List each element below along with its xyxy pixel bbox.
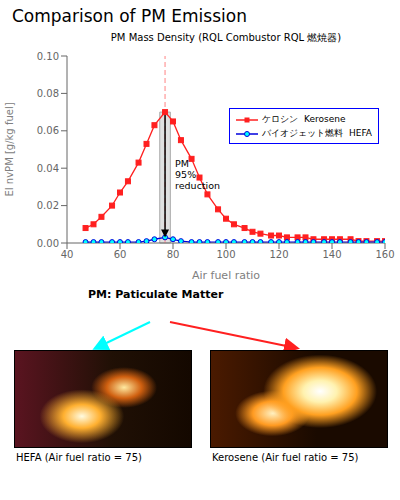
svg-text:60: 60 [114,249,127,260]
svg-text:40: 40 [61,249,74,260]
svg-text:EI nvPM [g/kg fuel]: EI nvPM [g/kg fuel] [8,102,15,196]
svg-text:0.08: 0.08 [37,88,59,99]
html-text:HEFA (Air fuel ratio = 75): HEFA (Air fuel ratio = 75) [16,452,142,463]
svg-text:120: 120 [269,249,288,260]
html-text:PM: Paticulate Matter: PM: Paticulate Matter [88,288,224,301]
svg-text:0.06: 0.06 [37,125,59,136]
svg-text:Air fuel ratio: Air fuel ratio [192,269,260,282]
svg-text:0.10: 0.10 [37,51,59,62]
svg-text:0.02: 0.02 [37,200,59,211]
svg-text:160: 160 [375,249,392,260]
svg-text:140: 140 [322,249,341,260]
svg-text:0.04: 0.04 [37,163,59,174]
svg-text:80: 80 [167,249,180,260]
html-text:バイオジェット燃料 HEFA: バイオジェット燃料 HEFA [262,128,372,138]
html-text:Comparison of PM Emission: Comparison of PM Emission [12,6,247,26]
html-text:PM Mass Density (RQL Combustor: PM Mass Density (RQL Combustor RQL 燃焼器) [110,32,342,43]
svg-text:0.00: 0.00 [37,238,59,249]
svg-text:100: 100 [216,249,235,260]
svg-text:PM95%reduction: PM95%reduction [175,157,220,190]
html-text:Kerosene (Air fuel ratio = 75): Kerosene (Air fuel ratio = 75) [212,452,359,463]
html-text:ケロシン Kerosene: ケロシン Kerosene [262,114,346,124]
